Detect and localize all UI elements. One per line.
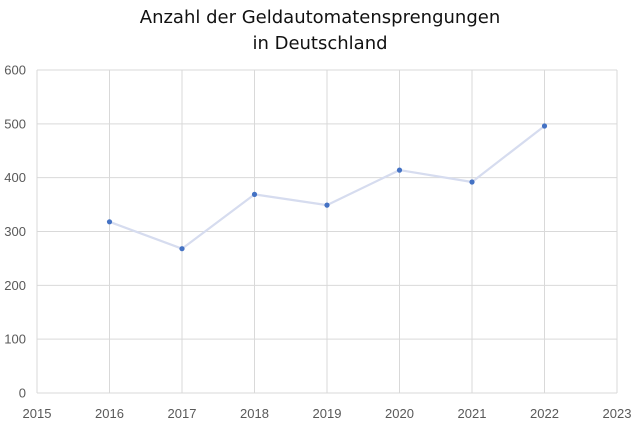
data-point <box>469 179 475 185</box>
x-tick-label: 2023 <box>603 406 632 421</box>
axis-tick-labels: 0 100 200 300 400 500 600 2015 2016 2017 2018 2019 2… <box>4 63 631 422</box>
data-point <box>541 123 548 129</box>
y-tick-label: 300 <box>4 224 26 239</box>
chart-title-line-1: Anzahl der Geldautomatensprengungen <box>140 7 500 28</box>
chart-title-line-2: in Deutschland <box>252 33 387 54</box>
data-point <box>324 202 330 208</box>
x-tick-label: 2018 <box>240 406 269 421</box>
y-tick-label: 500 <box>4 116 26 131</box>
y-tick-label: 100 <box>4 332 26 347</box>
x-tick-label: 2015 <box>23 406 52 421</box>
x-tick-label: 2021 <box>458 406 487 421</box>
y-tick-label: 600 <box>4 63 26 78</box>
x-tick-label: 2017 <box>168 406 197 421</box>
data-point <box>251 191 258 197</box>
y-tick-label: 0 <box>19 386 26 401</box>
x-tick-label: 2016 <box>95 406 124 421</box>
x-tick-label: 2019 <box>313 406 342 421</box>
grid <box>36 69 618 394</box>
data-point <box>396 167 403 173</box>
data-series <box>106 123 548 252</box>
y-tick-label: 200 <box>4 278 26 293</box>
data-point <box>179 246 185 252</box>
data-point <box>106 219 113 225</box>
x-tick-label: 2022 <box>530 406 559 421</box>
x-tick-label: 2020 <box>385 406 414 421</box>
y-tick-label: 400 <box>4 170 26 185</box>
